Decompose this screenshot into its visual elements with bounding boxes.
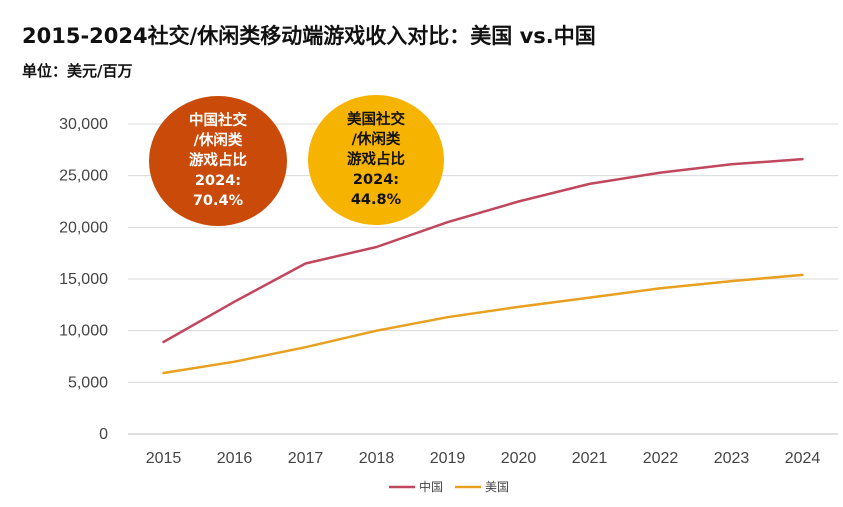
y-tick-label: 5,000 bbox=[68, 374, 108, 391]
series-line-中国 bbox=[162, 157, 804, 344]
y-tick-label: 0 bbox=[99, 426, 108, 443]
x-tick-label: 2016 bbox=[217, 450, 253, 467]
x-tick-label: 2021 bbox=[572, 450, 608, 467]
x-tick-label: 2015 bbox=[146, 450, 182, 467]
y-tick-label: 20,000 bbox=[59, 219, 108, 236]
y-tick-label: 25,000 bbox=[59, 168, 108, 185]
usa-share-bubble: 美国社交 /休闲类 游戏占比 2024: 44.8% bbox=[308, 95, 444, 225]
x-tick-label: 2024 bbox=[785, 450, 821, 467]
chart-title: 2015-2024社交/休闲类移动端游戏收入对比：美国 vs.中国 bbox=[22, 24, 596, 48]
bubble-line: 2024: bbox=[352, 172, 400, 188]
series-line-美国 bbox=[162, 273, 804, 375]
bubble-line: /休闲类 bbox=[193, 133, 243, 149]
unit-label: 单位：美元/百万 bbox=[22, 62, 133, 80]
bubble-line: 中国社交 bbox=[189, 113, 247, 129]
bubble-line: /休闲类 bbox=[351, 132, 401, 148]
bubble-line: 游戏占比 bbox=[347, 152, 405, 168]
x-tick-label: 2018 bbox=[359, 450, 395, 467]
y-tick-label: 30,000 bbox=[59, 116, 108, 133]
x-tick-label: 2020 bbox=[501, 450, 537, 467]
y-tick-label: 10,000 bbox=[59, 323, 108, 340]
x-tick-label: 2023 bbox=[714, 450, 750, 467]
legend-label: 中国 bbox=[419, 479, 443, 494]
bubble-line: 44.8% bbox=[350, 192, 402, 208]
x-tick-label: 2022 bbox=[643, 450, 679, 467]
bubble-line: 2024: bbox=[194, 173, 242, 189]
legend-label: 美国 bbox=[485, 480, 509, 494]
x-tick-label: 2017 bbox=[288, 450, 324, 467]
bubble-line: 70.4% bbox=[192, 193, 244, 209]
x-tick-label: 2019 bbox=[430, 450, 466, 467]
china-share-bubble: 中国社交 /休闲类 游戏占比 2024: 70.4% bbox=[149, 96, 287, 226]
bubble-line: 美国社交 bbox=[347, 112, 405, 128]
y-tick-label: 15,000 bbox=[59, 271, 108, 288]
bubble-line: 游戏占比 bbox=[189, 153, 247, 169]
